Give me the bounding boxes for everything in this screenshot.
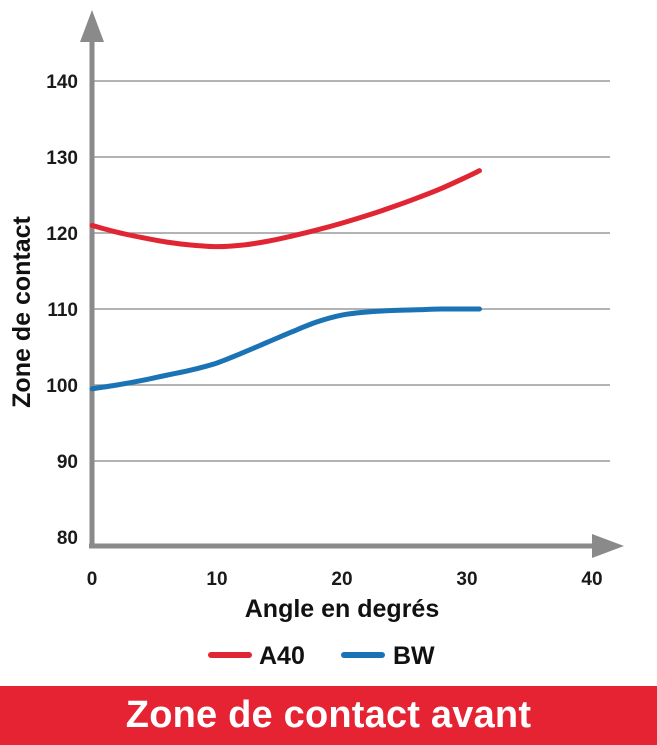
y-tick-label-80: 80 [57,528,78,549]
x-tick-label-40: 40 [581,569,602,590]
axes [80,10,624,558]
x-axis-arrowhead [592,534,624,558]
y-tick-label-120: 120 [46,224,78,245]
y-tick-label-140: 140 [46,72,78,93]
x-tick-label-10: 10 [206,569,227,590]
y-tick-label-100: 100 [46,376,78,397]
y-tick-label-130: 130 [46,148,78,169]
y-tick-labels: 80 90 100 110 120 130 140 [46,72,78,549]
x-tick-label-0: 0 [87,569,98,590]
legend: A40 BW [208,642,435,670]
legend-label-bw: BW [393,642,435,670]
y-tick-label-90: 90 [57,452,78,473]
x-tick-labels: 0 10 20 30 40 [87,569,603,590]
gridlines [92,80,610,462]
x-tick-label-20: 20 [331,569,352,590]
y-tick-label-110: 110 [47,300,78,321]
y-axis-title: Zone de contact [8,215,36,407]
x-axis-title: Angle en degrés [245,595,440,623]
x-tick-label-30: 30 [456,569,477,590]
series-line-a40 [89,168,482,250]
data-series [89,168,482,392]
series-line-bw [89,306,482,392]
legend-label-a40: A40 [259,642,305,670]
title-banner: Zone de contact avant [0,686,657,745]
y-axis-arrowhead [80,10,104,42]
banner-title: Zone de contact avant [125,694,532,736]
